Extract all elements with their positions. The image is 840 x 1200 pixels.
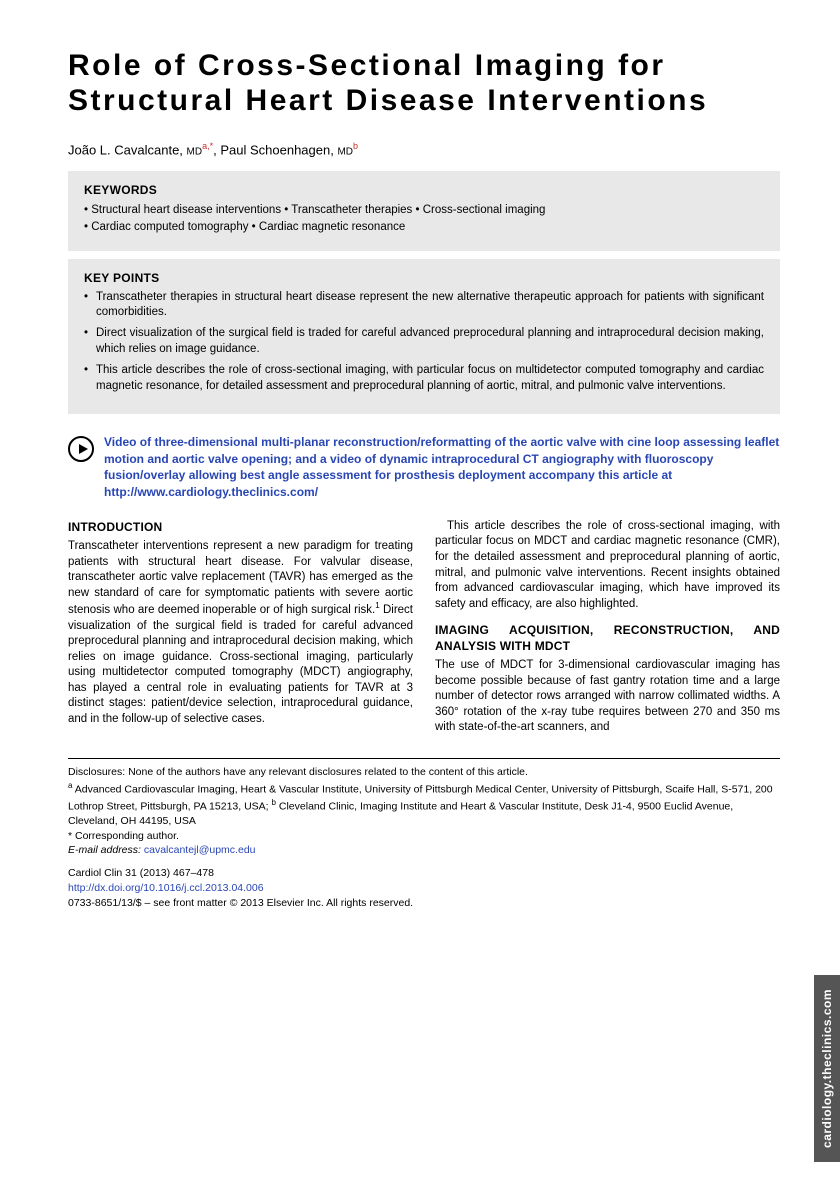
article-title: Role of Cross-Sectional Imaging for Stru…: [68, 48, 780, 119]
intro-text-b: Direct visualization of the surgical fie…: [68, 604, 413, 725]
email-address[interactable]: cavalcantejl@upmc.edu: [144, 844, 256, 856]
body-columns: INTRODUCTION Transcatheter interventions…: [68, 519, 780, 746]
side-tab-url[interactable]: cardiology.theclinics.com: [814, 975, 840, 1162]
keywords-heading: KEYWORDS: [84, 183, 764, 197]
keypoint-item: Transcatheter therapies in structural he…: [84, 290, 764, 322]
author-2-name: Paul Schoenhagen,: [220, 142, 337, 157]
author-1-affiliation: a,: [202, 141, 210, 151]
email-line: E-mail address: cavalcantejl@upmc.edu: [68, 843, 780, 858]
author-2-degree: MD: [337, 146, 353, 157]
imaging-heading: IMAGING ACQUISITION, RECONSTRUCTION, AND…: [435, 622, 780, 654]
footer-separator: [68, 758, 780, 759]
keywords-line-2: • Cardiac computed tomography • Cardiac …: [84, 219, 764, 236]
keywords-box: KEYWORDS • Structural heart disease inte…: [68, 171, 780, 251]
video-callout: Video of three-dimensional multi-planar …: [68, 434, 780, 501]
keywords-line-1: • Structural heart disease interventions…: [84, 202, 764, 219]
column-right: This article describes the role of cross…: [435, 519, 780, 746]
intro-text-a: Transcatheter interventions represent a …: [68, 540, 413, 616]
footer-block: Disclosures: None of the authors have an…: [68, 765, 780, 910]
intro-paragraph: Transcatheter interventions represent a …: [68, 539, 413, 727]
col2-paragraph-1: This article describes the role of cross…: [435, 519, 780, 612]
introduction-heading: INTRODUCTION: [68, 519, 413, 535]
keypoint-item: Direct visualization of the surgical fie…: [84, 326, 764, 358]
author-2-affiliation: b: [353, 141, 358, 151]
disclosures: Disclosures: None of the authors have an…: [68, 765, 780, 780]
col2-paragraph-2: The use of MDCT for 3-dimensional cardio…: [435, 658, 780, 736]
authors-line: João L. Cavalcante, MDa,*, Paul Schoenha…: [68, 141, 780, 157]
affiliations: a Advanced Cardiovascular Imaging, Heart…: [68, 780, 780, 829]
column-left: INTRODUCTION Transcatheter interventions…: [68, 519, 413, 746]
keypoint-item: This article describes the role of cross…: [84, 363, 764, 395]
video-description: Video of three-dimensional multi-planar …: [104, 434, 780, 501]
corresponding-author: * Corresponding author.: [68, 829, 780, 844]
journal-citation: Cardiol Clin 31 (2013) 467–478: [68, 866, 780, 881]
keypoints-heading: KEY POINTS: [84, 271, 764, 285]
copyright: 0733-8651/13/$ – see front matter © 2013…: [68, 896, 780, 911]
author-1-name: João L. Cavalcante,: [68, 142, 187, 157]
author-1-degree: MD: [187, 146, 203, 157]
email-label: E-mail address:: [68, 844, 144, 856]
keypoints-box: KEY POINTS Transcatheter therapies in st…: [68, 259, 780, 414]
doi-link[interactable]: http://dx.doi.org/10.1016/j.ccl.2013.04.…: [68, 881, 780, 896]
play-icon[interactable]: [68, 436, 94, 462]
